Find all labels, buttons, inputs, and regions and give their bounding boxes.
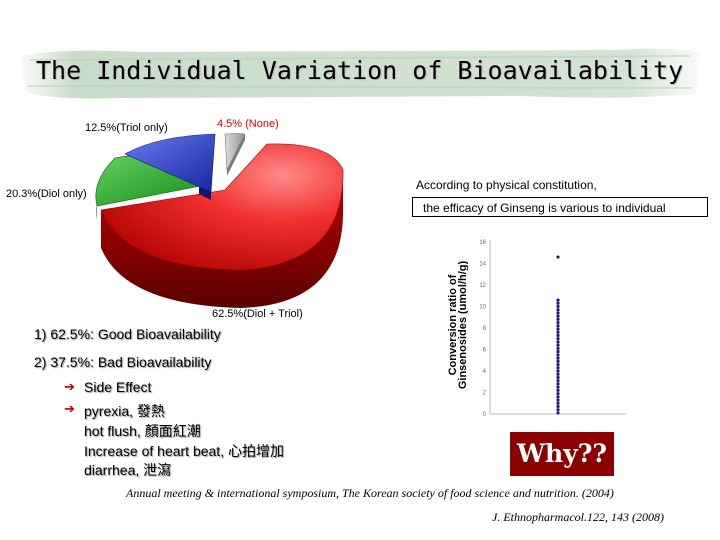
scatter-point: [556, 366, 560, 370]
scatter-point: [556, 382, 560, 386]
scatter-point: [556, 346, 560, 351]
scatter-point: [556, 327, 560, 331]
list-item-side-effect: Side Effect: [84, 379, 152, 395]
scatter-point: [556, 301, 560, 305]
scatter-point: [556, 350, 560, 354]
scatter-point: [556, 372, 560, 376]
y-tick-label: 10: [479, 305, 486, 311]
scatter-point: [556, 311, 560, 315]
arrow-right-icon: ➔: [64, 401, 75, 416]
scatter-point: [556, 375, 560, 380]
scatter-point: [556, 391, 560, 396]
pie-slice-grey: [224, 133, 246, 172]
pie-slice-blue-side: [199, 186, 211, 200]
scatter-point: [556, 404, 560, 409]
y-tick-label: 6: [483, 348, 487, 354]
scatter-point: [556, 321, 560, 325]
scatter-point: [556, 411, 560, 415]
scatter-point: [556, 388, 560, 392]
why-badge: Why??: [510, 432, 614, 476]
scatter-point: [556, 317, 560, 321]
pie-slice-red: [100, 143, 344, 271]
reference-1: Annual meeting & international symposium…: [126, 486, 614, 500]
scatter-point: [556, 333, 560, 338]
scatter-point: [556, 255, 560, 259]
scatter-point: [556, 401, 560, 405]
arrow-right-icon: ➔: [64, 379, 75, 394]
scatter-point: [556, 369, 560, 373]
scatter-point: [556, 314, 560, 318]
list-item-bad: 2) 37.5%: Bad Bioavailability: [34, 354, 212, 370]
y-tick-label: 16: [479, 240, 486, 246]
pie-slice-blue: [124, 133, 216, 193]
list-item-diarrhea: diarrhea, 泄瀉: [84, 462, 172, 478]
y-label-line-2: Ginsenosides (umol/h/g): [457, 260, 469, 390]
scatter-point: [556, 385, 560, 389]
y-tick-label: 4: [483, 369, 487, 375]
scatter-point: [556, 298, 560, 302]
pie-label-triol: 12.5%(Triol only): [85, 122, 168, 134]
scatter-point: [556, 359, 560, 363]
list-item-hot-flush: hot flush, 顏面紅潮: [84, 423, 201, 439]
note-line-1: According to physical constitution,: [416, 178, 597, 192]
scatter-point: [556, 395, 560, 399]
list-item-heart-beat: Increase of heart beat, 心拍增加: [84, 443, 284, 459]
scatter-plot: 0 2 4 6 8 10 12 14 16: [468, 232, 630, 422]
pie-slice-red-side: [101, 170, 344, 308]
scatter-point: [556, 362, 560, 367]
pie-chart: [95, 133, 344, 308]
reference-2: J. Ethnopharmacol.122, 143 (2008): [492, 510, 664, 524]
y-tick-label: 14: [479, 262, 486, 268]
scatter-point: [556, 398, 560, 402]
y-tick-label: 2: [483, 391, 487, 397]
y-tick-label: 8: [483, 326, 487, 332]
scatter-point: [556, 408, 560, 412]
pie-label-diol: 20.3%(Diol only): [6, 188, 87, 200]
y-tick-label: 0: [483, 412, 487, 418]
scatter-point: [556, 340, 560, 344]
note-line-2-box: the efficacy of Ginseng is various to in…: [412, 197, 708, 217]
pie-label-diol-triol: 62.5%(Diol + Triol): [212, 308, 303, 320]
y-tick-label: 12: [479, 283, 486, 289]
scatter-point: [556, 330, 560, 334]
pie-label-none: 4.5% (None): [217, 118, 279, 130]
scatter-point: [556, 337, 560, 341]
scatter-y-axis-label: Conversion ratio of Ginsenosides (umol/h…: [447, 240, 469, 410]
scatter-point: [556, 308, 560, 312]
scatter-point: [556, 356, 560, 360]
page-title: The Individual Variation of Bioavailabil…: [36, 56, 684, 85]
scatter-point: [556, 379, 560, 383]
title-brush-background: [20, 48, 700, 99]
list-item-good: 1) 62.5%: Good Bioavailability: [34, 326, 221, 342]
scatter-point: [556, 324, 560, 328]
scatter-point: [556, 304, 560, 309]
scatter-point: [556, 343, 560, 347]
list-item-pyrexia: pyrexia, 發熱: [84, 403, 165, 419]
scatter-point: [556, 353, 560, 357]
